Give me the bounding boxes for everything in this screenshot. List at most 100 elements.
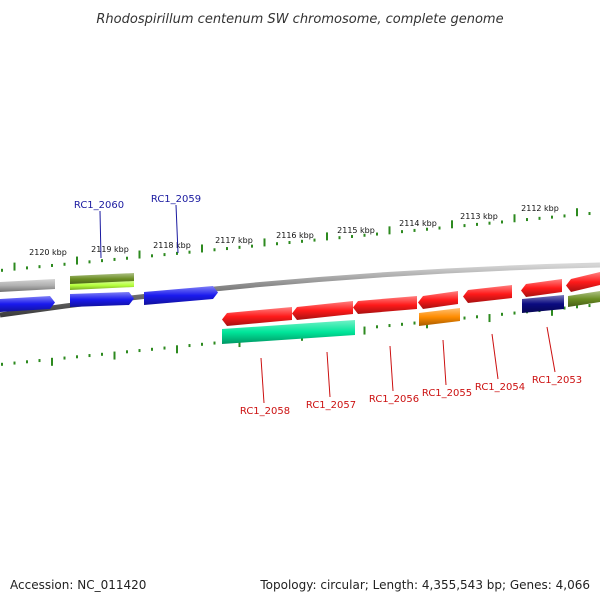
tick-mark bbox=[588, 212, 591, 216]
gene-label-rc1-2060[interactable]: RC1_2060 bbox=[74, 200, 124, 211]
tick-mark bbox=[576, 208, 578, 217]
tick-mark bbox=[76, 256, 78, 265]
tick-mark bbox=[138, 349, 141, 353]
gene-feature[interactable] bbox=[222, 307, 292, 326]
tick-mark bbox=[463, 224, 466, 228]
tick-mark bbox=[263, 238, 266, 247]
gene-label-rc1-2055[interactable]: RC1_2055 bbox=[422, 388, 472, 399]
tick-mark bbox=[288, 241, 291, 245]
tick-mark bbox=[251, 244, 253, 248]
gene-label-rc1-2057[interactable]: RC1_2057 bbox=[306, 400, 356, 411]
gene-label-rc1-2058[interactable]: RC1_2058 bbox=[240, 406, 290, 417]
gene-feature[interactable] bbox=[222, 320, 355, 344]
gene-feature[interactable] bbox=[463, 285, 512, 303]
tick-mark bbox=[188, 250, 191, 254]
tick-mark bbox=[563, 306, 566, 310]
gene-label-rc1-2053[interactable]: RC1_2053 bbox=[532, 375, 582, 386]
tick-mark bbox=[13, 262, 16, 271]
scale-label: 2112 kbp bbox=[521, 204, 559, 213]
leader-line bbox=[175, 204, 179, 254]
tick-mark bbox=[163, 253, 166, 257]
tick-mark bbox=[376, 325, 378, 329]
tick-mark bbox=[438, 226, 441, 230]
tick-mark bbox=[551, 307, 553, 316]
tick-mark bbox=[376, 232, 378, 236]
tick-mark bbox=[201, 342, 203, 346]
tick-mark bbox=[426, 227, 428, 231]
tick-mark bbox=[26, 360, 28, 364]
tick-mark bbox=[238, 245, 241, 249]
leader-line bbox=[442, 339, 447, 386]
scale-label: 2115 kbp bbox=[337, 226, 375, 235]
gene-feature[interactable] bbox=[566, 272, 600, 292]
tick-mark bbox=[1, 268, 3, 272]
gene-feature[interactable] bbox=[521, 279, 562, 297]
gene-label-rc1-2059[interactable]: RC1_2059 bbox=[151, 194, 201, 205]
tick-mark bbox=[551, 215, 553, 219]
tick-mark bbox=[313, 238, 316, 242]
gene-feature[interactable] bbox=[0, 296, 55, 312]
tick-mark bbox=[563, 214, 566, 218]
tick-mark bbox=[151, 254, 153, 258]
tick-mark bbox=[401, 322, 403, 326]
scale-label: 2117 kbp bbox=[215, 236, 253, 245]
scale-label: 2119 kbp bbox=[91, 245, 129, 254]
gene-feature[interactable] bbox=[418, 291, 458, 309]
tick-mark bbox=[351, 234, 353, 238]
tick-mark bbox=[213, 341, 216, 345]
tick-mark bbox=[176, 345, 178, 354]
accession-text: Accession: NC_011420 bbox=[10, 578, 147, 592]
tick-mark bbox=[576, 305, 578, 309]
tick-mark bbox=[476, 315, 478, 319]
tick-mark bbox=[526, 218, 528, 222]
tick-mark bbox=[413, 228, 416, 232]
scale-label: 2113 kbp bbox=[460, 212, 498, 221]
gene-label-rc1-2056[interactable]: RC1_2056 bbox=[369, 394, 419, 405]
gene-labels[interactable]: RC1_2060 RC1_2059 RC1_2058 RC1_2057 RC1_2056… bbox=[74, 194, 582, 417]
tick-mark bbox=[76, 355, 78, 359]
tick-mark bbox=[513, 311, 516, 315]
tick-mark bbox=[163, 346, 166, 350]
tick-mark bbox=[1, 362, 3, 366]
gene-feature[interactable] bbox=[353, 296, 417, 314]
tick-mark bbox=[338, 236, 341, 240]
tick-mark bbox=[276, 242, 278, 246]
gene-feature[interactable] bbox=[144, 286, 218, 305]
tick-mark bbox=[126, 350, 128, 354]
gene-feature[interactable] bbox=[292, 301, 353, 320]
tick-mark bbox=[326, 232, 328, 241]
gene-feature[interactable] bbox=[0, 279, 55, 292]
gene-feature[interactable] bbox=[522, 295, 564, 313]
tick-mark bbox=[238, 339, 241, 348]
leader-line bbox=[389, 345, 394, 392]
tick-mark bbox=[213, 248, 216, 252]
tick-mark bbox=[113, 351, 116, 360]
gene-feature[interactable] bbox=[70, 281, 134, 290]
tick-mark bbox=[413, 321, 416, 325]
tick-mark bbox=[51, 263, 53, 267]
scale-label: 2114 kbp bbox=[399, 219, 437, 228]
tick-mark bbox=[88, 354, 91, 358]
tick-mark bbox=[363, 326, 366, 335]
tick-mark bbox=[51, 357, 53, 366]
gene-feature[interactable] bbox=[419, 308, 460, 326]
tick-mark bbox=[63, 356, 66, 360]
tick-mark bbox=[488, 314, 491, 323]
gene-feature[interactable] bbox=[568, 291, 600, 307]
tick-mark bbox=[38, 265, 41, 269]
tick-mark bbox=[388, 324, 391, 328]
gene-label-rc1-2054[interactable]: RC1_2054 bbox=[475, 382, 525, 393]
tick-mark bbox=[463, 316, 466, 320]
tick-mark bbox=[113, 257, 116, 261]
tick-mark bbox=[476, 222, 478, 226]
tick-mark bbox=[538, 216, 541, 220]
tick-mark bbox=[101, 352, 103, 356]
tick-mark bbox=[401, 230, 403, 234]
gene-features[interactable] bbox=[0, 272, 600, 344]
tick-mark bbox=[176, 251, 178, 255]
tick-mark bbox=[13, 361, 16, 365]
scale-label: 2120 kbp bbox=[29, 248, 67, 257]
tick-mark bbox=[101, 259, 103, 263]
gene-feature[interactable] bbox=[70, 292, 134, 307]
